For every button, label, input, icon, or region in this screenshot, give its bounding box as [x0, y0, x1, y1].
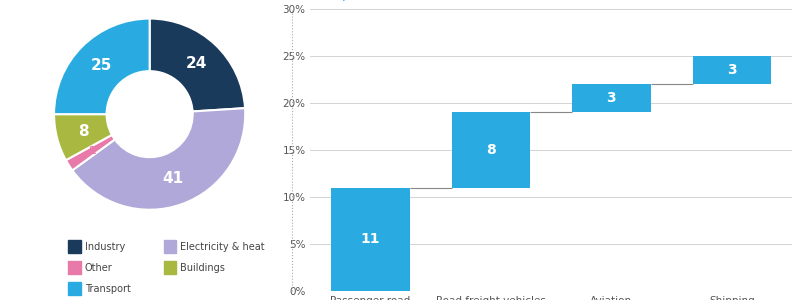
- Wedge shape: [66, 135, 115, 170]
- Wedge shape: [54, 114, 112, 160]
- Bar: [68, 240, 81, 253]
- Text: 24: 24: [186, 56, 207, 71]
- Bar: [572, 84, 650, 112]
- Wedge shape: [72, 108, 246, 210]
- Text: The following chart then decomposes the 25% from transport into the various
tran: The following chart then decomposes the …: [310, 0, 799, 1]
- Bar: [164, 261, 177, 274]
- Bar: [693, 56, 771, 84]
- Text: 2: 2: [88, 146, 95, 156]
- Text: 11: 11: [361, 232, 380, 246]
- Text: Electricity & heat: Electricity & heat: [180, 242, 265, 251]
- Text: 3: 3: [606, 91, 616, 105]
- Text: 25: 25: [90, 58, 112, 73]
- Bar: [164, 240, 177, 253]
- Text: Industry: Industry: [85, 242, 125, 251]
- Text: 8: 8: [78, 124, 88, 139]
- Text: Transport: Transport: [85, 284, 130, 294]
- Text: Other: Other: [85, 262, 112, 273]
- Text: 8: 8: [486, 143, 496, 157]
- Bar: [331, 188, 410, 291]
- Bar: [68, 261, 81, 274]
- Text: Buildings: Buildings: [180, 262, 225, 273]
- Text: 41: 41: [162, 171, 183, 186]
- Wedge shape: [54, 19, 150, 114]
- Bar: [452, 112, 530, 188]
- Wedge shape: [150, 19, 245, 112]
- Text: 3: 3: [727, 63, 737, 77]
- Bar: [68, 282, 81, 295]
